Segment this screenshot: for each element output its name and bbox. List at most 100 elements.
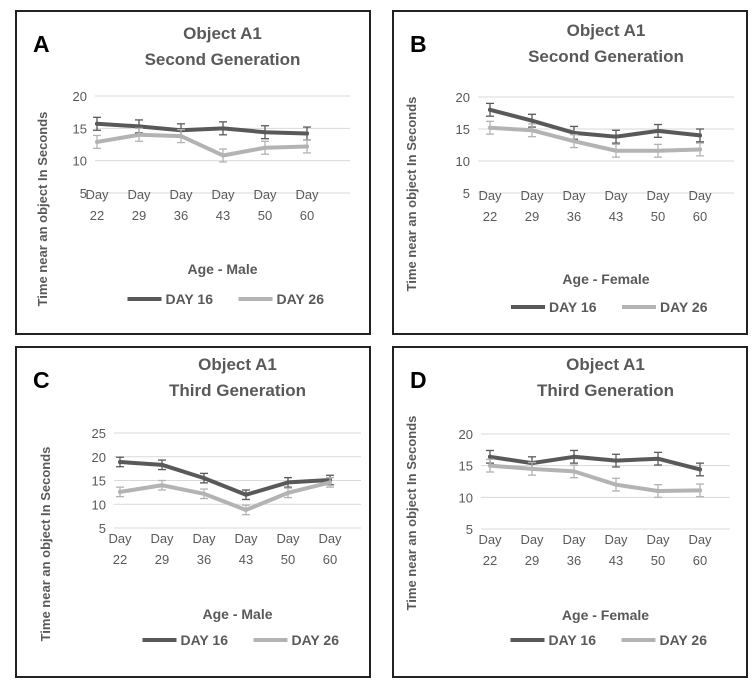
data-point [244, 492, 248, 497]
chart-panel-d: D Object A1 Third Generation 5 10 15 20 Day 22 Da… [392, 346, 748, 678]
x-tick-label: 29 [525, 209, 539, 224]
data-point [202, 491, 206, 496]
x-tick-label: 60 [323, 552, 337, 567]
data-point [656, 489, 660, 493]
x-tick-label: Day [562, 532, 586, 547]
y-axis-label: Time near an object In Seconds [38, 447, 53, 642]
x-tick-label: 29 [525, 553, 539, 568]
y-tick-label: 15 [459, 459, 473, 474]
data-point [95, 121, 99, 126]
x-tick-label: Day [478, 532, 502, 547]
data-point [137, 124, 141, 129]
panel-letter: B [410, 31, 427, 57]
x-tick-label: 50 [651, 553, 665, 568]
x-tick-label: Day [562, 188, 586, 203]
legend-label: DAY 16 [549, 299, 597, 315]
x-tick-label: 50 [281, 552, 295, 567]
data-point [286, 490, 290, 495]
chart-subtitle: Third Generation [537, 381, 674, 400]
data-point [614, 148, 618, 153]
x-tick-label: 60 [693, 553, 707, 568]
chart-panel-c: C Object A1 Third Generation 5 10 15 20 25 Day 22… [15, 346, 371, 678]
data-point [118, 489, 122, 494]
legend-label: DAY 16 [549, 632, 597, 648]
y-tick-label: 15 [456, 122, 470, 137]
x-tick-label: 60 [300, 208, 314, 223]
data-point [614, 482, 618, 487]
data-point [656, 456, 660, 461]
y-tick-label: 10 [456, 154, 470, 169]
data-point [244, 507, 248, 512]
data-point [614, 458, 618, 463]
y-tick-label: 5 [80, 186, 87, 201]
data-point [488, 107, 492, 112]
series-line-day-26 [488, 125, 702, 153]
x-axis-label: Age - Female [562, 607, 649, 623]
data-point [698, 133, 702, 138]
chart-svg: A Object A1 Second Generation 5 10 15 20 Day 22 D… [33, 24, 350, 307]
series-line-day-26 [95, 132, 309, 158]
y-tick-label: 20 [92, 450, 106, 465]
data-point [263, 145, 267, 150]
x-tick-label: 36 [174, 208, 188, 223]
series-line-day-16 [488, 454, 702, 472]
data-point [202, 476, 206, 481]
data-point [698, 147, 702, 152]
y-tick-label: 10 [459, 490, 473, 505]
data-point [137, 132, 141, 137]
data-point [221, 126, 225, 131]
x-tick-label: Day [150, 531, 174, 546]
x-tick-label: Day [253, 187, 277, 202]
x-tick-label: Day [108, 531, 132, 546]
y-tick-label: 25 [92, 426, 106, 441]
x-axis-label: Age - Female [562, 271, 649, 287]
data-point [305, 131, 309, 136]
y-tick-label: 20 [73, 89, 87, 104]
x-tick-label: 36 [567, 209, 581, 224]
chart-title: Object A1 [183, 24, 262, 43]
data-point [530, 128, 534, 133]
x-tick-label: 36 [197, 552, 211, 567]
data-point [488, 463, 492, 468]
series-line-day-16 [118, 459, 332, 497]
data-point [95, 139, 99, 144]
x-tick-label: Day [85, 187, 109, 202]
legend-label: DAY 16 [166, 291, 214, 307]
chart-svg: B Object A1 Second Generation 5 10 15 20 Day 22 D… [404, 21, 734, 315]
series-line-day-16 [95, 121, 309, 136]
x-axis-label: Age - Male [187, 261, 257, 277]
panel-letter: C [33, 367, 50, 393]
data-point [328, 480, 332, 485]
x-tick-label: Day [688, 188, 712, 203]
series-line-day-16 [488, 107, 702, 139]
x-tick-label: 43 [609, 209, 623, 224]
x-tick-label: 60 [693, 209, 707, 224]
x-tick-label: Day [318, 531, 342, 546]
x-tick-label: 43 [609, 553, 623, 568]
legend-label: DAY 26 [660, 299, 708, 315]
data-point [221, 153, 225, 158]
chart-svg: C Object A1 Third Generation 5 10 15 20 25 Day 22… [33, 355, 361, 648]
legend-label: DAY 26 [277, 291, 325, 307]
x-tick-label: 22 [483, 553, 497, 568]
x-tick-label: 22 [483, 209, 497, 224]
data-point [698, 488, 702, 493]
data-point [305, 144, 309, 149]
y-tick-label: 10 [92, 497, 106, 512]
data-point [656, 128, 660, 133]
data-point [698, 467, 702, 472]
x-tick-label: Day [604, 532, 628, 547]
x-tick-label: Day [520, 188, 544, 203]
x-tick-label: 29 [155, 552, 169, 567]
data-point [160, 462, 164, 467]
x-tick-label: 50 [651, 209, 665, 224]
x-tick-label: 43 [216, 208, 230, 223]
y-axis-label: Time near an object In Seconds [404, 97, 419, 292]
chart-title: Object A1 [566, 355, 645, 374]
x-tick-label: Day [520, 532, 544, 547]
x-tick-label: Day [478, 188, 502, 203]
chart-subtitle: Third Generation [169, 381, 306, 400]
x-tick-label: 29 [132, 208, 146, 223]
legend-label: DAY 16 [181, 632, 229, 648]
